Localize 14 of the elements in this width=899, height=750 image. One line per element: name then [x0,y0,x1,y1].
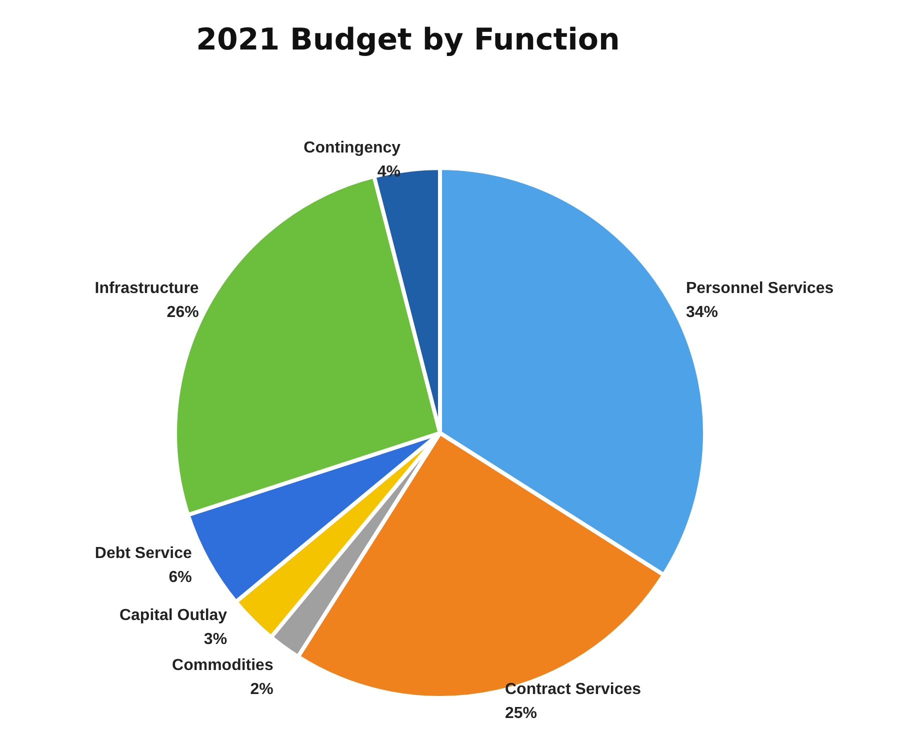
data-label: 6% [168,568,192,586]
slice-label: Debt Service [94,544,192,562]
slice-label: Infrastructure [94,280,199,298]
data-label: 26% [166,304,199,322]
slice-label: Commodities [172,656,274,674]
data-label: 3% [204,630,228,648]
data-label: 2% [250,680,274,698]
chart-title: 2021 Budget by Function [196,22,620,58]
data-label: 25% [504,704,538,722]
slice-label: Capital Outlay [119,606,228,624]
data-label: 34% [686,304,718,322]
slice-label: Contract Services [504,680,642,698]
slice-label: Personnel Services [686,280,834,298]
slice-label: Contingency [304,140,401,157]
